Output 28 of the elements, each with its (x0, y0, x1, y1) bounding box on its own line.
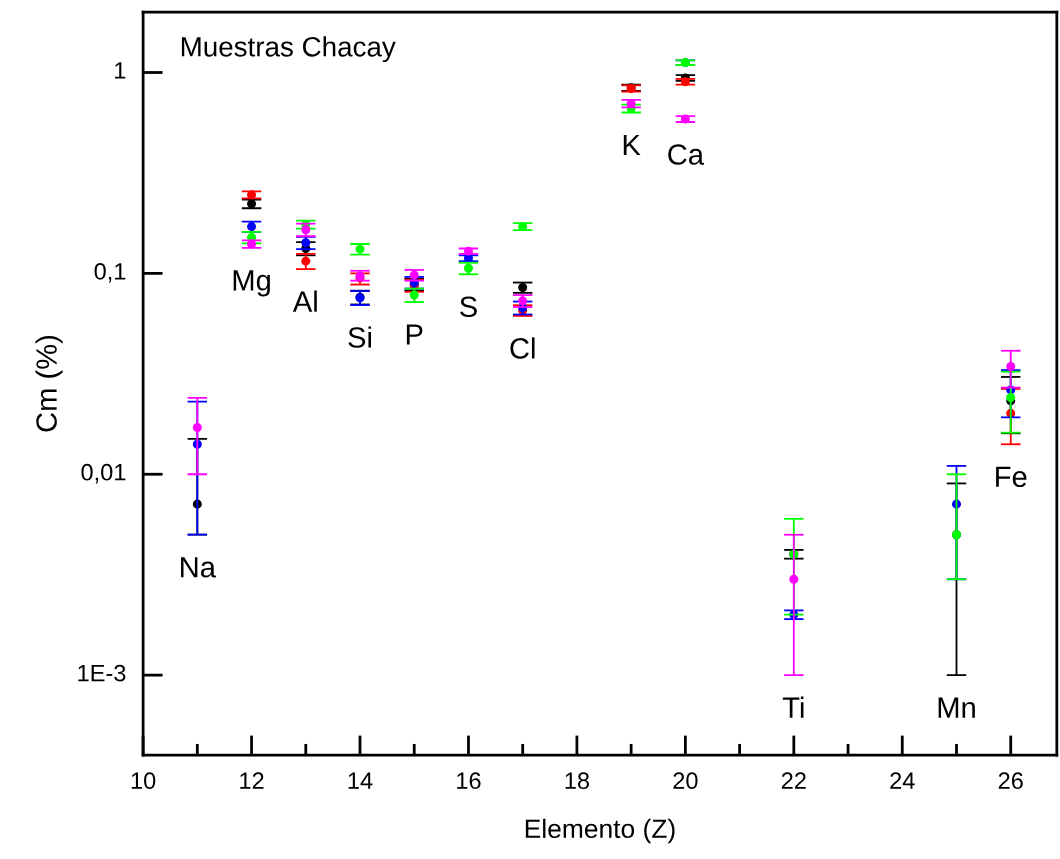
text: Muestras Chacay (181, 36, 396, 63)
x-tick-label: 14 (348, 772, 373, 789)
x-axis-title: Elemento (Z) (525, 818, 675, 844)
annotation: Ca (668, 144, 705, 165)
annotation: Mn (938, 697, 975, 718)
y-tick-label: 0,01 (81, 463, 126, 484)
x-tick-label: 20 (673, 772, 698, 790)
annotation: Cl (510, 337, 535, 359)
x-tick-label: 16 (457, 772, 481, 790)
annotation: Si (348, 326, 372, 348)
y-axis-title: Cm (%) (35, 335, 63, 432)
x-tick-label: 26 (998, 772, 1023, 790)
annotation: S (460, 296, 477, 318)
annotation: K (623, 135, 641, 156)
annotation: P (406, 324, 423, 345)
annotation: Ti (782, 696, 804, 718)
y-tick-label: 0,1 (94, 262, 126, 283)
y-tick-label: 1E-3 (78, 664, 126, 682)
annotation: Mg (233, 270, 270, 297)
x-tick-label: 24 (890, 772, 915, 789)
x-tick-label: 18 (565, 772, 590, 790)
annotation: Fe (996, 466, 1027, 488)
annotation: Al (292, 290, 317, 312)
annotation: Na (181, 557, 216, 578)
x-tick-label: 22 (781, 772, 806, 789)
y-tick-label: 1 (115, 62, 126, 79)
x-tick-label: 10 (131, 772, 156, 790)
x-tick-label: 12 (240, 772, 264, 789)
